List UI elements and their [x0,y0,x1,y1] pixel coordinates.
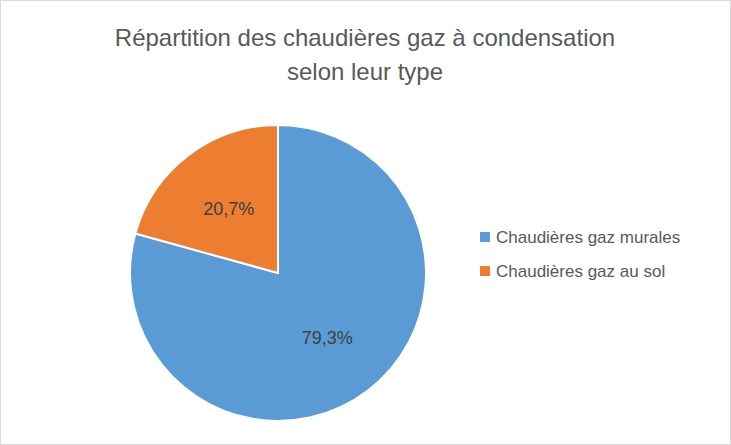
legend-item: Chaudières gaz murales [480,228,680,247]
chart: Répartition des chaudières gaz à condens… [0,0,731,445]
legend-swatch [480,266,490,276]
legend-label: Chaudières gaz au sol [496,262,665,281]
chart-frame [1,1,731,445]
title-line: selon leur type [287,58,443,85]
title: Répartition des chaudières gaz à condens… [115,24,615,85]
legend: Chaudières gaz murales Chaudières gaz au … [480,228,680,281]
legend-item: Chaudières gaz au sol [480,262,665,281]
pie [130,125,426,421]
data-label: 79,3% [302,328,353,348]
data-label: 20,7% [203,199,254,219]
legend-swatch [480,232,490,242]
pie-slice [130,125,426,421]
data-labels: 79,3% 20,7% [203,199,353,349]
title-line: Répartition des chaudières gaz à condens… [115,24,615,51]
pie-slice [135,125,278,273]
legend-label: Chaudières gaz murales [496,228,680,247]
